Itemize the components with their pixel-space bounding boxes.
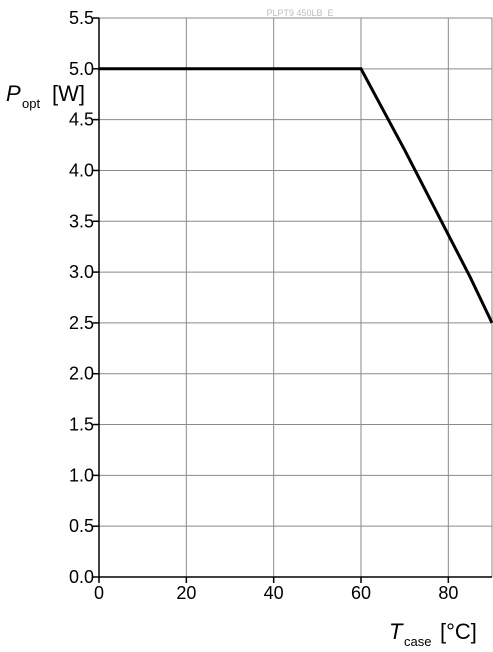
y-tick-label: 4.5 [69, 110, 94, 130]
power-derating-line [99, 67, 493, 324]
y-tick-label: 0.0 [69, 567, 94, 587]
y-axis-unit: [W] [52, 81, 85, 106]
chart-watermark: PLPT9 450LB_E [266, 8, 333, 18]
y-tick-label: 1.5 [69, 415, 94, 435]
y-tick-label: 5.5 [69, 8, 94, 28]
y-axis-subscript: opt [22, 96, 40, 111]
x-axis-subscript: case [404, 634, 431, 649]
svg-text:T: T [389, 619, 404, 644]
y-tick-label: 4.0 [69, 160, 94, 180]
y-axis-label: P opt [W] [6, 81, 85, 111]
grid [93, 17, 493, 583]
y-axis-symbol: P [6, 81, 21, 106]
x-tick-label: 60 [351, 583, 371, 603]
y-tick-label: 0.5 [69, 516, 94, 536]
x-tick-label: 0 [94, 583, 104, 603]
y-tick-label: 3.5 [69, 211, 94, 231]
x-tick-label: 40 [264, 583, 284, 603]
svg-text:P: P [6, 81, 21, 106]
x-axis-unit: [°C] [440, 619, 477, 644]
x-axis-symbol: T [389, 619, 404, 644]
tick-labels: 0.0 0.5 1.0 1.5 2.0 2.5 3.0 3.5 4.0 4.5 5.0 5.5 0 20 4… [69, 8, 458, 603]
x-axis-label: T case [°C] [389, 619, 477, 649]
x-tick-label: 20 [176, 583, 196, 603]
x-tick-label: 80 [438, 583, 458, 603]
y-tick-label: 1.0 [69, 465, 94, 485]
y-tick-label: 2.0 [69, 364, 94, 384]
y-tick-label: 2.5 [69, 313, 94, 333]
series-layer [99, 67, 493, 324]
y-tick-label: 5.0 [69, 59, 94, 79]
y-tick-label: 3.0 [69, 262, 94, 282]
